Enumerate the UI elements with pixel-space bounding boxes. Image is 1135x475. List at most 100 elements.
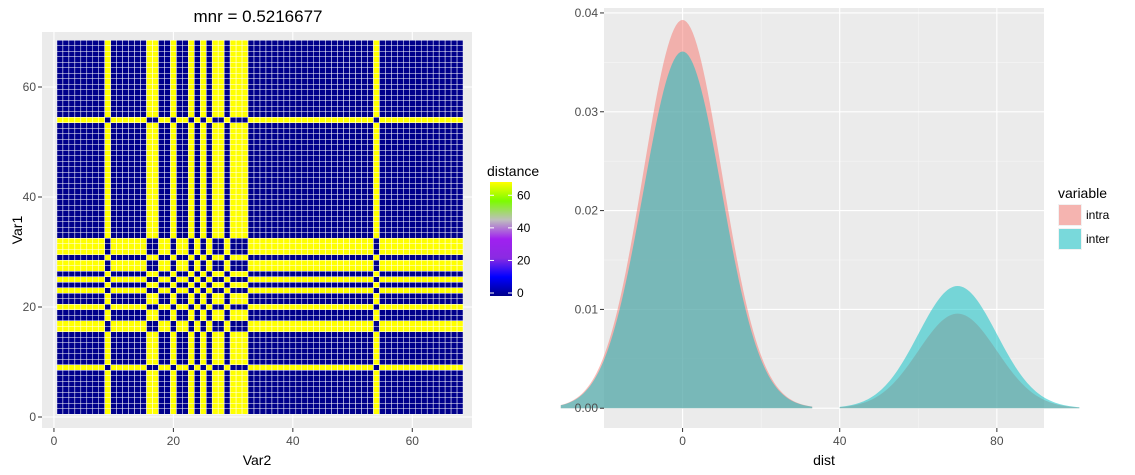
heatmap-cell	[205, 298, 213, 305]
heatmap-cell	[116, 276, 123, 283]
heatmap-cell	[361, 408, 368, 415]
heatmap-cell	[343, 298, 350, 305]
heatmap-cell	[265, 100, 273, 107]
heatmap-cell	[337, 67, 344, 74]
heatmap-cell	[194, 183, 201, 189]
heatmap-cell	[122, 67, 129, 74]
heatmap-cell	[241, 106, 249, 112]
heatmap-cell	[313, 144, 320, 151]
heatmap-cell	[86, 188, 94, 195]
heatmap-cell	[164, 320, 171, 327]
heatmap-cell	[152, 238, 159, 244]
heatmap-cell	[182, 100, 189, 107]
heatmap-cell	[176, 216, 183, 222]
heatmap-cell	[62, 320, 70, 327]
heatmap-cell	[176, 282, 183, 288]
heatmap-cell	[403, 243, 410, 250]
heatmap-cell	[331, 128, 338, 134]
heatmap-cell	[367, 331, 374, 338]
heatmap-cell	[289, 337, 297, 343]
heatmap-cell	[373, 238, 380, 244]
heatmap-cell	[409, 111, 416, 118]
heatmap-cell	[247, 342, 255, 349]
heatmap-cell	[253, 221, 261, 228]
heatmap-cell	[367, 304, 374, 310]
heatmap-cell	[397, 254, 404, 261]
heatmap-cell	[379, 161, 386, 167]
heatmap-cell	[74, 249, 82, 255]
heatmap-cell	[277, 315, 285, 321]
heatmap-cell	[432, 287, 440, 294]
heatmap-cell	[176, 309, 183, 316]
heatmap-cell	[349, 161, 356, 167]
heatmap-cell	[265, 254, 273, 261]
heatmap-cell	[391, 304, 398, 310]
density-area-inter	[560, 51, 813, 409]
heatmap-cell	[104, 271, 111, 277]
heatmap-cell	[415, 172, 422, 178]
heatmap-cell	[367, 40, 374, 46]
heatmap-cell	[331, 188, 338, 195]
heatmap-cell	[235, 227, 243, 233]
heatmap-cell	[188, 276, 195, 283]
heatmap-cell	[385, 287, 392, 294]
heatmap-cell	[325, 139, 332, 145]
heatmap-cell	[409, 397, 416, 404]
heatmap-cell	[271, 271, 279, 277]
heatmap-cell	[104, 56, 111, 63]
heatmap-cell	[349, 271, 356, 277]
heatmap-cell	[373, 315, 380, 321]
heatmap-cell	[116, 45, 123, 52]
heatmap-cell	[194, 370, 201, 376]
heatmap-cell	[74, 183, 82, 189]
heatmap-cell	[56, 260, 64, 266]
heatmap-cell	[80, 95, 88, 101]
heatmap-cell	[92, 95, 99, 101]
heatmap-cell	[116, 326, 123, 332]
heatmap-cell	[188, 271, 195, 277]
heatmap-cell	[200, 392, 207, 398]
heatmap-cell	[211, 51, 219, 57]
heatmap-cell	[367, 45, 374, 52]
heatmap-cell	[134, 111, 141, 118]
heatmap-cell	[450, 265, 458, 272]
heatmap-cell	[426, 375, 434, 382]
heatmap-cell	[217, 392, 225, 398]
heatmap-cell	[211, 309, 219, 316]
heatmap-cell	[367, 155, 374, 162]
heatmap-cell	[420, 133, 428, 140]
heatmap-cell	[140, 315, 147, 321]
heatmap-cell	[217, 172, 225, 178]
heatmap-cell	[343, 364, 350, 371]
heatmap-cell	[426, 210, 434, 217]
heatmap-cell	[283, 403, 291, 409]
heatmap-cell	[200, 304, 207, 310]
heatmap-cell	[146, 150, 153, 156]
heatmap-cell	[265, 326, 273, 332]
heatmap-cell	[229, 210, 237, 217]
heatmap-cell	[86, 282, 94, 288]
heatmap-cell	[68, 161, 76, 167]
heatmap-cell	[438, 386, 446, 393]
heatmap-cell	[337, 205, 344, 211]
heatmap-cell	[307, 106, 314, 112]
heatmap-cell	[367, 73, 374, 79]
heatmap-cell	[158, 216, 165, 222]
heatmap-cell	[313, 249, 320, 255]
heatmap-cell	[211, 364, 219, 371]
heatmap-cell	[349, 392, 356, 398]
heatmap-cell	[295, 106, 303, 112]
heatmap-cell	[438, 260, 446, 266]
heatmap-cell	[188, 359, 195, 365]
heatmap-cell	[415, 298, 422, 305]
heatmap-cell	[128, 221, 135, 228]
heatmap-cell	[122, 304, 129, 310]
heatmap-cell	[432, 315, 440, 321]
heatmap-cell	[62, 166, 70, 173]
heatmap-cell	[420, 243, 428, 250]
heatmap-cell	[170, 265, 177, 272]
heatmap-cell	[56, 56, 64, 63]
heatmap-cell	[235, 166, 243, 173]
heatmap-cell	[265, 210, 273, 217]
heatmap-cell	[86, 221, 94, 228]
